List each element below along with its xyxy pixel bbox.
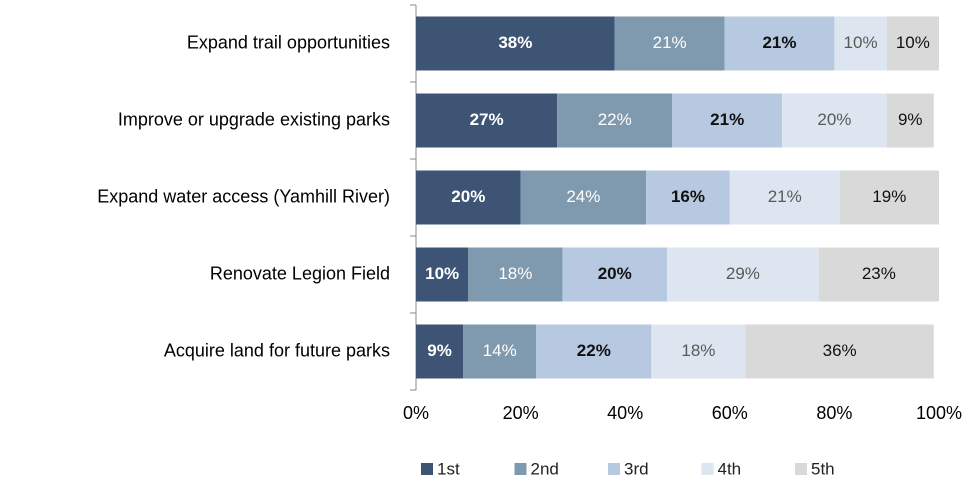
x-tick-label: 20% (503, 403, 539, 423)
data-label: 27% (470, 110, 504, 129)
y-tick-label: Expand trail opportunities (187, 32, 390, 52)
data-label: 18% (681, 341, 715, 360)
x-tick-label: 0% (403, 403, 429, 423)
bar-segment (536, 324, 652, 379)
bar-segment (886, 16, 939, 71)
legend-label: 3rd (624, 459, 649, 478)
data-label: 29% (726, 264, 760, 283)
bar-segment (562, 247, 668, 302)
data-label: 23% (862, 264, 896, 283)
bar-segment (416, 170, 521, 225)
bar-segment (557, 93, 673, 148)
data-label: 10% (844, 33, 878, 52)
data-label: 22% (598, 110, 632, 129)
y-tick-label: Acquire land for future parks (164, 340, 390, 360)
bar-segment (520, 170, 647, 225)
data-label: 16% (671, 187, 705, 206)
legend-swatch (608, 463, 620, 475)
bar-segment (416, 247, 469, 302)
bar-segment (667, 247, 819, 302)
legend-swatch (514, 463, 527, 475)
bar-segment (724, 16, 835, 71)
legend-swatch (421, 463, 433, 475)
bar-segment (463, 324, 537, 379)
data-label: 21% (653, 33, 687, 52)
x-tick-label: 100% (916, 403, 962, 423)
data-label: 18% (498, 264, 532, 283)
data-label: 36% (823, 341, 857, 360)
data-label: 10% (425, 264, 459, 283)
bar-segment (614, 16, 725, 71)
data-label: 9% (427, 341, 452, 360)
bar-segment (729, 170, 840, 225)
data-label: 38% (498, 33, 532, 52)
bar-segment (834, 16, 887, 71)
x-tick-label: 60% (712, 403, 748, 423)
data-label: 9% (898, 110, 923, 129)
bar-segment (651, 324, 746, 379)
legend-label: 1st (437, 459, 460, 478)
bar-segment (782, 93, 887, 148)
legend-label: 4th (718, 459, 742, 478)
data-label: 24% (566, 187, 600, 206)
data-label: 14% (483, 341, 517, 360)
bar-segment (468, 247, 563, 302)
legend-swatch (795, 463, 807, 475)
y-tick-label: Renovate Legion Field (210, 263, 390, 283)
data-label: 20% (451, 187, 485, 206)
legend-label: 2nd (531, 459, 559, 478)
bar-segment (818, 247, 939, 302)
legend-label: 5th (811, 459, 835, 478)
bar-segment (646, 170, 730, 225)
bar-segment (416, 93, 558, 148)
bar-segment (839, 170, 939, 225)
data-label: 22% (577, 341, 611, 360)
bar-segment (416, 16, 615, 71)
data-label: 10% (896, 33, 930, 52)
data-label: 21% (710, 110, 744, 129)
x-tick-label: 40% (607, 403, 643, 423)
bar-segment (745, 324, 934, 379)
data-label: 19% (872, 187, 906, 206)
y-tick-label: Improve or upgrade existing parks (118, 109, 390, 129)
bar-segment (416, 324, 464, 379)
y-tick-label: Expand water access (Yamhill River) (97, 186, 390, 206)
data-label: 20% (817, 110, 851, 129)
x-tick-label: 80% (816, 403, 852, 423)
bar-segment (886, 93, 934, 148)
data-label: 21% (768, 187, 802, 206)
bar-segment (672, 93, 783, 148)
data-label: 21% (762, 33, 796, 52)
legend-swatch (701, 463, 714, 475)
data-label: 20% (598, 264, 632, 283)
